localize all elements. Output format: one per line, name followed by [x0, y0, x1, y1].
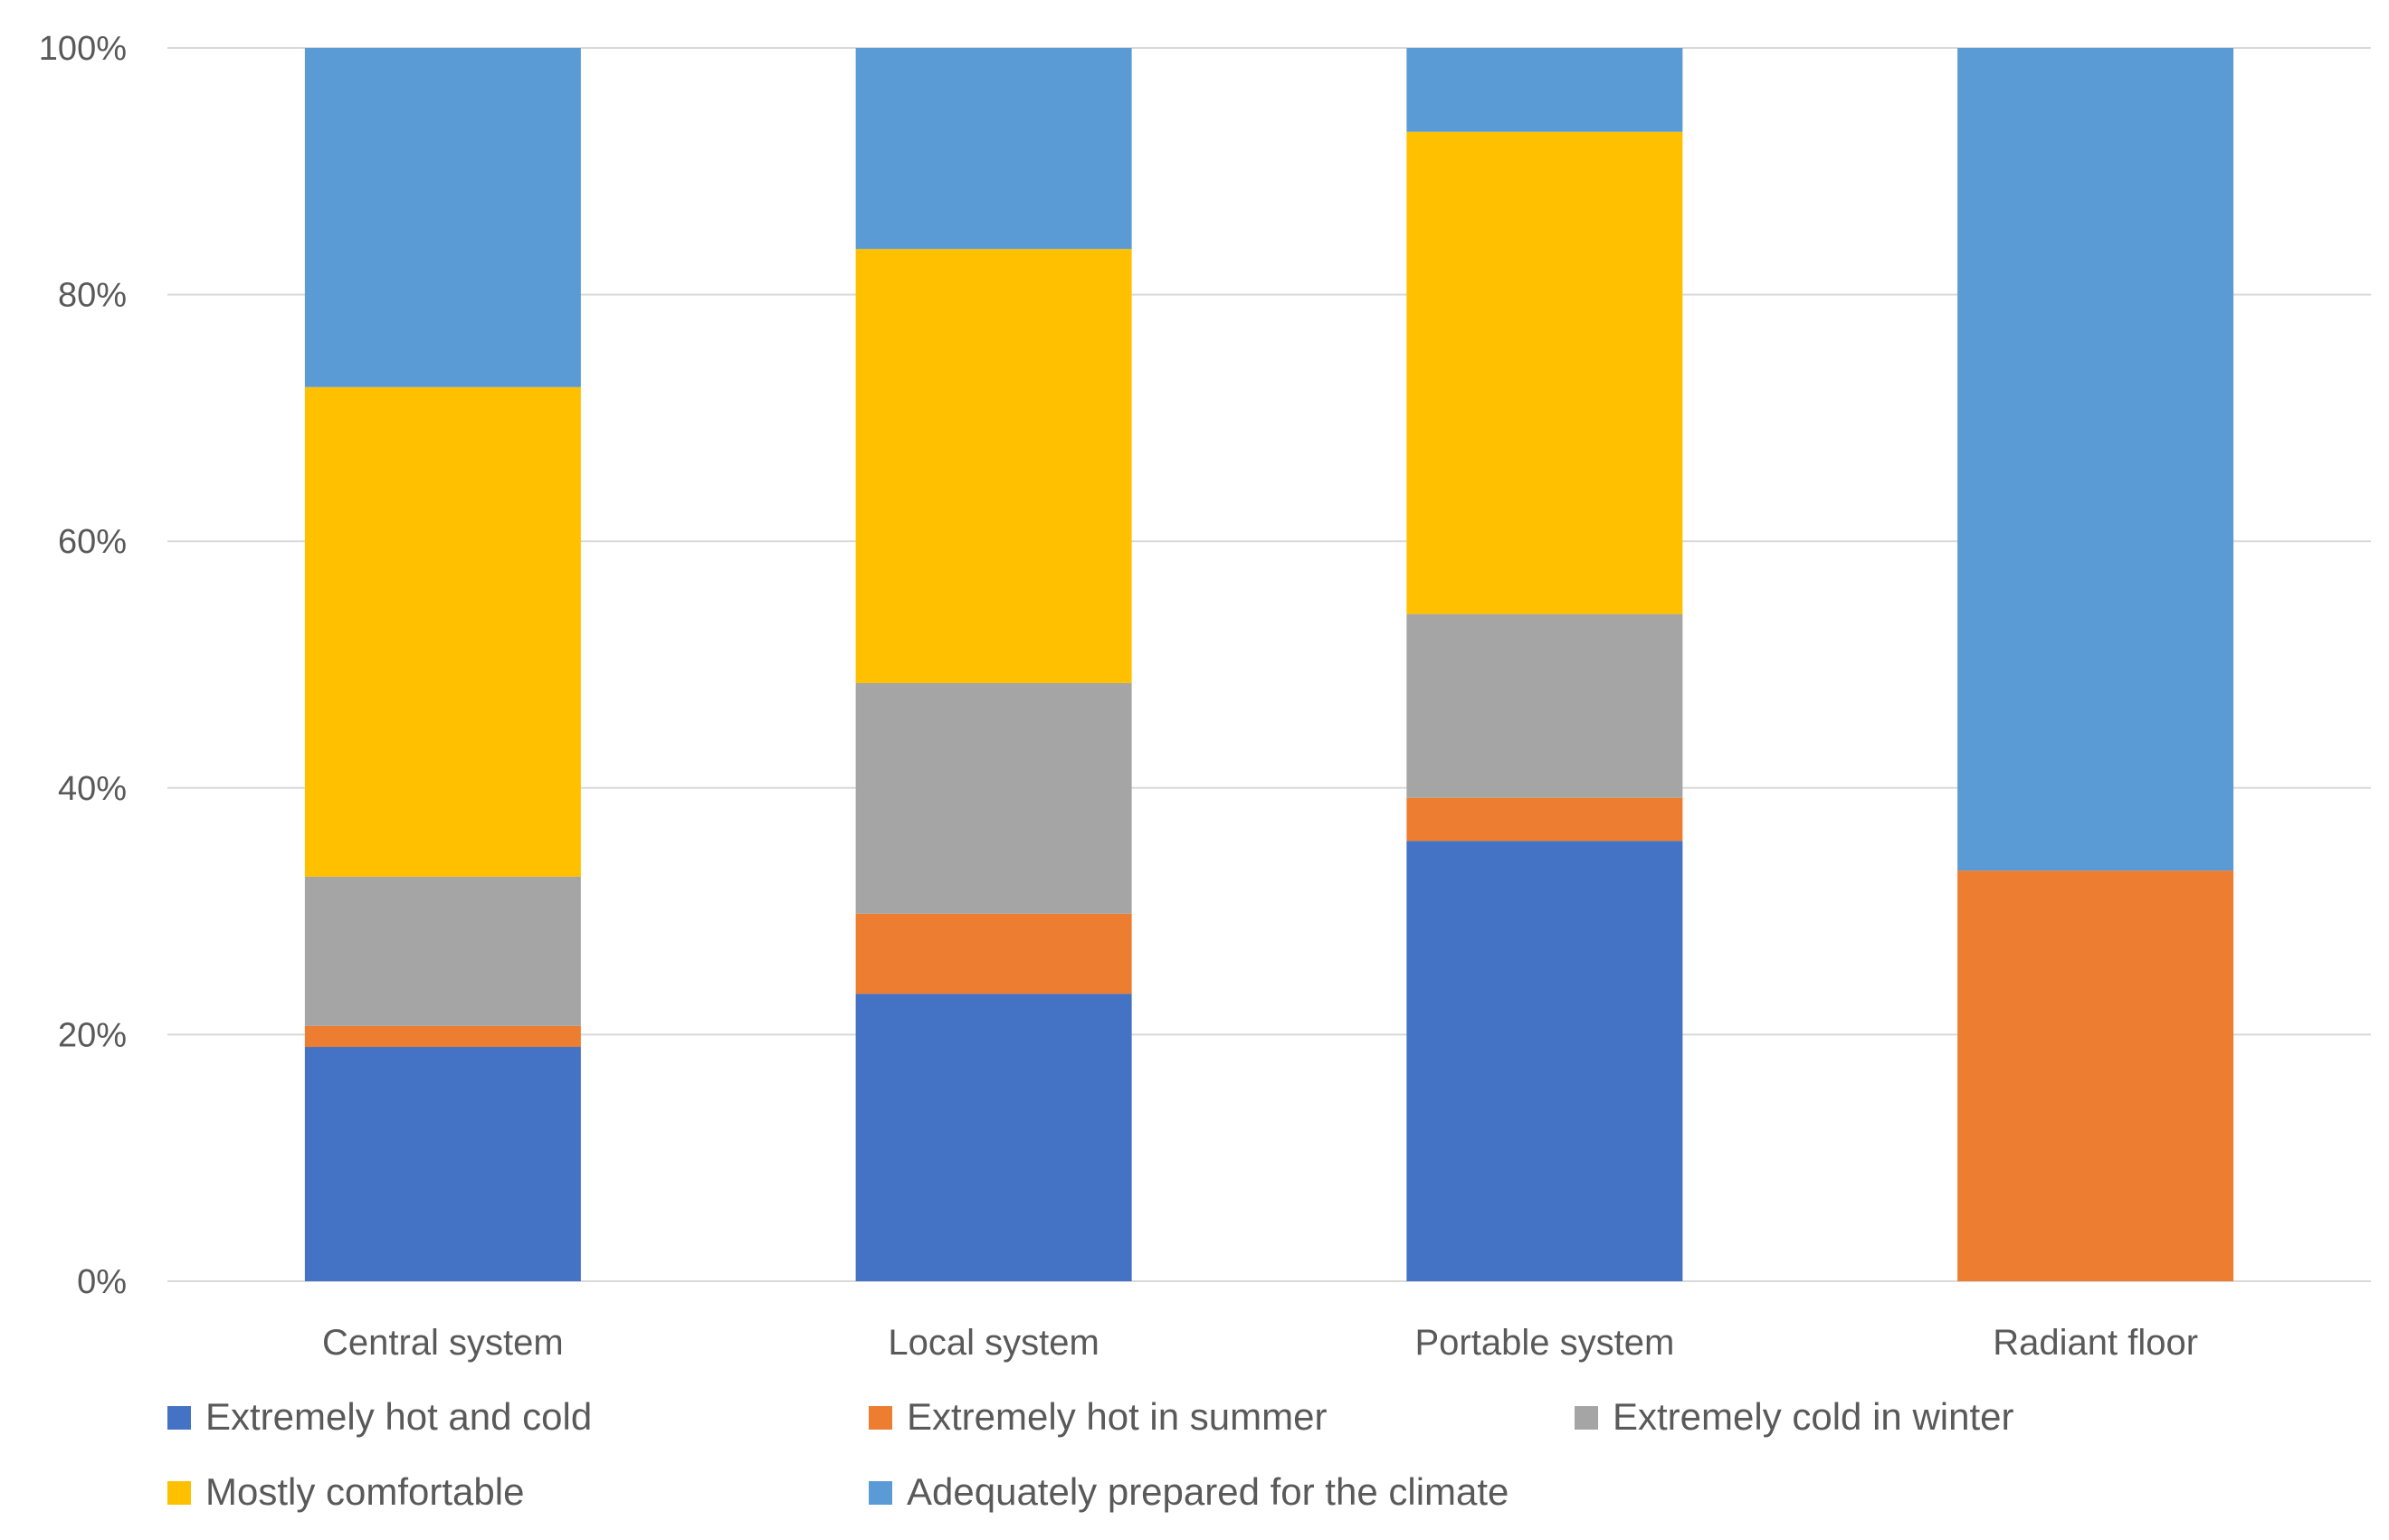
bar-segment-1-4	[855, 48, 1132, 250]
x-category-label: Portable system	[1414, 1323, 1674, 1363]
legend-item: Mostly comfortable	[167, 1470, 524, 1513]
y-tick-label: 60%	[58, 523, 127, 561]
bar-segment-2-3	[1406, 131, 1683, 614]
legend-swatch	[167, 1481, 191, 1505]
legend-item: Extremely cold in winter	[1575, 1395, 2013, 1438]
bar-segment-0-3	[304, 386, 581, 877]
bar-segment-1-3	[855, 249, 1132, 683]
legend-swatch	[869, 1406, 892, 1430]
legend-label: Extremely hot in summer	[907, 1395, 1327, 1438]
legend-swatch	[869, 1481, 892, 1505]
bar-segment-0-4	[304, 48, 581, 387]
y-tick-label: 0%	[77, 1263, 127, 1301]
x-axis-category-labels: Central system Local system Portable syste…	[322, 1323, 2198, 1363]
x-category-label: Central system	[322, 1323, 564, 1363]
legend-label: Mostly comfortable	[205, 1470, 524, 1513]
legend: Extremely hot and cold Extremely hot in s…	[167, 1395, 2013, 1513]
bar-segment-2-1	[1406, 797, 1683, 841]
legend-item: Extremely hot and cold	[167, 1395, 592, 1438]
bar-segment-2-2	[1406, 613, 1683, 798]
y-tick-label: 80%	[58, 277, 127, 315]
bar-segment-2-0	[1406, 841, 1683, 1281]
bars	[304, 48, 2234, 1281]
bar-segment-0-1	[304, 1025, 581, 1048]
y-tick-label: 40%	[58, 770, 127, 808]
x-category-label: Radiant floor	[1993, 1323, 2198, 1363]
legend-item: Extremely hot in summer	[869, 1395, 1327, 1438]
y-tick-label: 20%	[58, 1016, 127, 1054]
legend-item: Adequately prepared for the climate	[869, 1470, 1509, 1513]
legend-label: Extremely hot and cold	[205, 1395, 592, 1438]
bar-segment-0-0	[304, 1047, 581, 1281]
legend-label: Adequately prepared for the climate	[907, 1470, 1509, 1513]
legend-swatch	[167, 1406, 191, 1430]
y-axis-tick-labels: 0% 20% 40% 60% 80% 100%	[39, 30, 127, 1301]
bar-segment-3-1	[1957, 870, 2234, 1281]
bar-segment-1-1	[855, 913, 1132, 994]
bar-segment-2-4	[1406, 48, 1683, 132]
bar-segment-1-0	[855, 993, 1132, 1281]
bar-segment-1-2	[855, 682, 1132, 914]
x-category-label: Local system	[888, 1323, 1099, 1363]
bar-segment-0-2	[304, 876, 581, 1026]
legend-label: Extremely cold in winter	[1613, 1395, 2013, 1438]
legend-swatch	[1575, 1406, 1598, 1430]
y-tick-label: 100%	[39, 30, 127, 68]
bar-segment-3-4	[1957, 48, 2234, 871]
